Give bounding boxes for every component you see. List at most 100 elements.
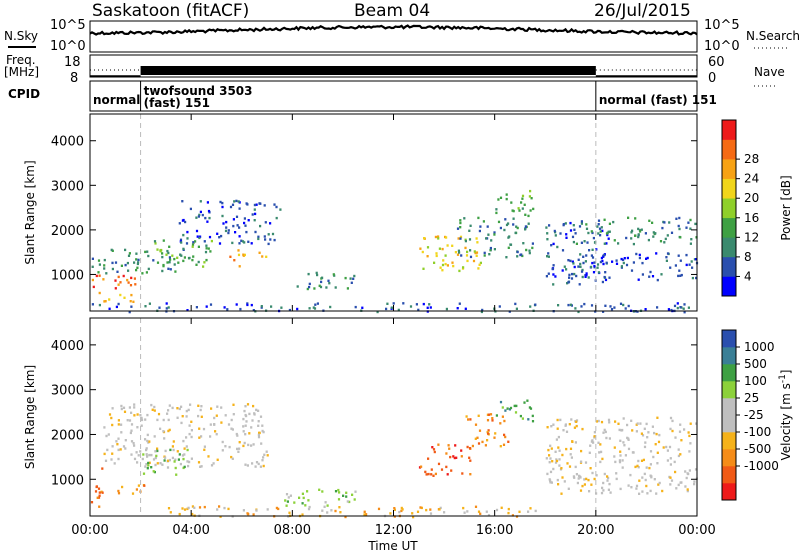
data-cell [493, 248, 496, 251]
data-cell [459, 235, 463, 239]
data-cell [451, 244, 454, 247]
data-cell [456, 253, 460, 256]
data-cell [585, 223, 588, 226]
data-cell [460, 254, 463, 257]
data-cell [116, 443, 119, 446]
data-cell [427, 472, 430, 476]
data-cell [534, 509, 537, 513]
data-cell [162, 418, 165, 422]
data-cell [433, 261, 436, 264]
data-cell [186, 230, 189, 234]
data-cell [144, 418, 147, 421]
data-cell [565, 268, 568, 271]
data-cell [457, 249, 460, 252]
data-cell [113, 462, 116, 465]
data-cell [129, 300, 132, 303]
data-cell [605, 261, 608, 264]
data-cell [254, 230, 257, 234]
data-cell [552, 264, 555, 267]
data-cell [198, 506, 202, 509]
data-cell [568, 423, 571, 426]
data-cell [679, 274, 682, 277]
data-cell [200, 465, 203, 468]
data-cell [546, 426, 549, 429]
data-cell [647, 431, 650, 434]
data-cell [564, 423, 567, 426]
data-cell [669, 266, 672, 269]
data-cell [124, 447, 127, 450]
x-tick-label: 00:00 [678, 523, 715, 538]
data-cell [635, 484, 639, 488]
data-cell [675, 217, 678, 220]
data-cell [153, 405, 156, 409]
data-cell [561, 453, 564, 457]
data-cell [334, 286, 337, 289]
data-cell [637, 235, 640, 239]
data-cell [137, 484, 140, 487]
colorbar-swatch [722, 276, 736, 297]
data-cell [607, 237, 610, 240]
data-cell [98, 303, 101, 307]
data-cell [442, 259, 445, 262]
data-cell [645, 466, 648, 469]
data-cell [599, 260, 602, 264]
colorbar-swatch [722, 432, 736, 450]
data-cell [131, 492, 135, 495]
data-cell [457, 237, 460, 240]
data-cell [202, 265, 205, 268]
colorbar-swatch [722, 364, 736, 382]
data-cell [525, 248, 528, 252]
data-cell [506, 407, 509, 410]
data-cell [677, 274, 680, 278]
data-cell [644, 478, 647, 482]
data-cell [565, 236, 568, 239]
data-cell [559, 232, 562, 235]
data-cell [215, 414, 218, 417]
data-region-8 [284, 488, 357, 507]
data-cell [177, 261, 180, 264]
data-cell [455, 456, 458, 459]
data-cell [176, 416, 179, 419]
data-cell [649, 463, 652, 466]
data-cell [266, 454, 269, 457]
data-cell [591, 471, 594, 475]
data-cell [183, 508, 187, 511]
data-cell [565, 233, 568, 236]
data-cell [679, 453, 682, 456]
data-cell [263, 235, 266, 238]
data-cell [527, 222, 530, 225]
data-cell [123, 296, 126, 299]
data-cell [258, 431, 261, 435]
data-cell [238, 441, 241, 444]
data-cell [472, 259, 476, 263]
data-cell [136, 413, 139, 416]
data-cell [130, 423, 134, 426]
data-cell [600, 491, 604, 495]
data-cell [392, 302, 395, 305]
data-cell [570, 456, 573, 459]
data-cell [487, 233, 490, 236]
data-cell [529, 209, 532, 212]
data-cell [664, 237, 667, 241]
data-cell [559, 418, 562, 422]
data-cell [101, 491, 104, 494]
data-cell [573, 228, 576, 231]
data-cell [98, 491, 101, 494]
data-cell [666, 449, 669, 452]
data-cell [503, 419, 506, 423]
data-cell [587, 276, 590, 279]
data-cell [215, 433, 218, 436]
data-cell [210, 239, 213, 243]
data-cell [232, 224, 235, 228]
nave-label: Nave [754, 65, 785, 79]
data-cell [148, 302, 151, 305]
data-cell [504, 218, 507, 221]
data-cell [507, 507, 510, 511]
data-cell [148, 461, 151, 464]
data-cell [167, 418, 170, 422]
data-cell [444, 262, 447, 266]
data-cell [166, 249, 169, 253]
data-cell [231, 457, 234, 460]
data-cell [402, 302, 405, 305]
